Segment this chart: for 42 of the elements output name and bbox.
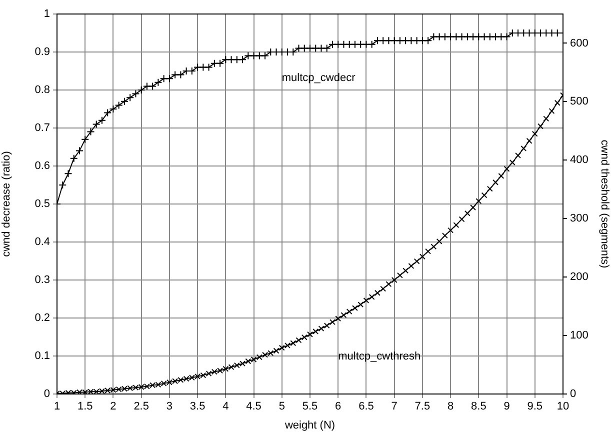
x-tick-label: 3 <box>166 400 173 413</box>
y-tick-label: 0.8 <box>34 84 50 96</box>
y2-tick-label: 300 <box>570 212 588 225</box>
y-tick-label: 1 <box>44 8 50 20</box>
x-tick-label: 1 <box>54 400 60 413</box>
x-tick-label: 5.5 <box>302 400 318 413</box>
x-tick-label: 1.5 <box>77 400 93 413</box>
x-tick-label: 9.5 <box>527 400 543 413</box>
y-tick-label: 0.6 <box>34 160 50 172</box>
x-tick-label: 4 <box>222 400 229 413</box>
y-tick-label: 0.5 <box>34 198 50 210</box>
x-tick-label: 7 <box>391 400 398 413</box>
y-axis-title: cwnd decrease (ratio) <box>0 151 13 257</box>
x-tick-label: 5 <box>278 400 285 413</box>
x-tick-label: 8 <box>447 400 454 413</box>
x-tick-label: 6 <box>335 400 342 413</box>
x-tick-label: 7.5 <box>414 400 430 413</box>
y2-tick-label: 0 <box>570 388 576 400</box>
x-tick-label: 9 <box>504 400 510 413</box>
y-tick-label: 0.7 <box>34 122 50 134</box>
text: multcp_cwthresh <box>338 350 421 363</box>
y-tick-label: 0.2 <box>34 312 50 324</box>
y-tick-label: 0 <box>44 388 50 400</box>
y2-tick-label: 400 <box>570 154 588 166</box>
y-tick-label: 0.3 <box>34 274 50 286</box>
y2-tick-label: 100 <box>570 330 588 342</box>
x-tick-label: 3.5 <box>190 400 206 413</box>
y-tick-label: 0.4 <box>34 236 50 248</box>
y-tick-label: 0.9 <box>34 46 50 58</box>
x-tick-label: 2 <box>110 400 116 413</box>
x-tick-label: 10 <box>556 400 570 413</box>
y2-tick-label: 500 <box>570 96 588 108</box>
y2-axis-title: cwnd theshold (segments) <box>598 140 610 268</box>
x-tick-label: 8.5 <box>471 400 486 413</box>
series-label: multcp_cwdecr <box>282 72 356 84</box>
y2-tick-label: 600 <box>570 37 588 50</box>
x-tick-label: 4.5 <box>246 400 262 413</box>
x-tick-label: 2.5 <box>134 400 149 413</box>
x-axis-title: weight (N) <box>284 419 336 432</box>
y2-tick-label: 200 <box>570 271 588 284</box>
y-tick-label: 0.1 <box>34 350 50 362</box>
x-tick-label: 6.5 <box>358 400 374 413</box>
